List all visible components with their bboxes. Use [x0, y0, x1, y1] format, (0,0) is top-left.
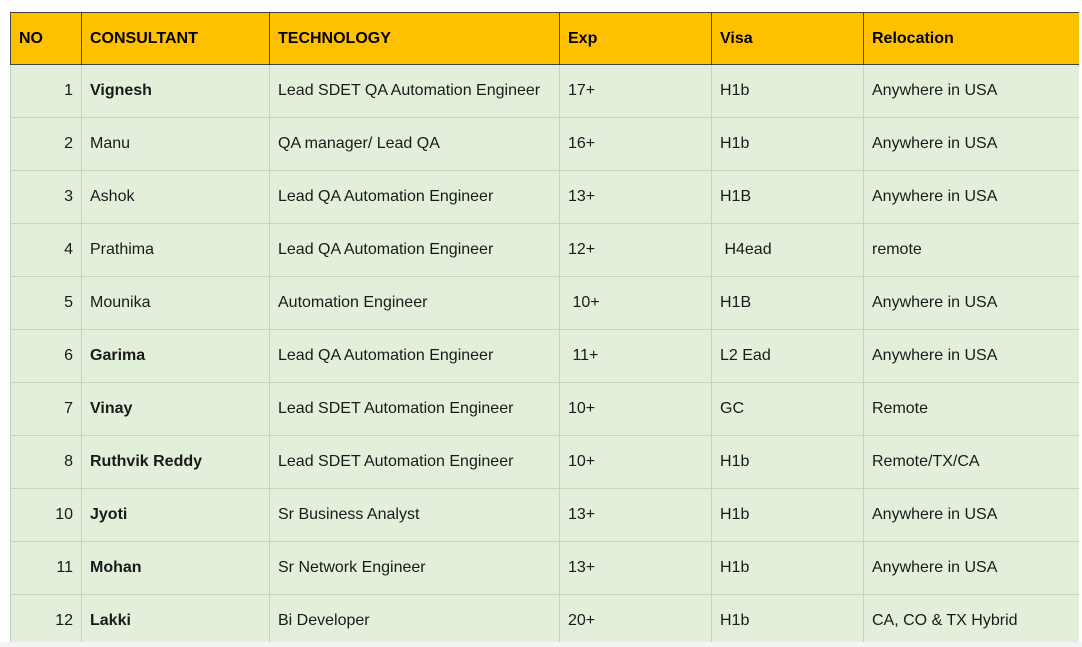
- cell-visa: L2 Ead: [711, 329, 864, 383]
- cell-exp: 20+: [559, 594, 712, 647]
- cell-visa: H1B: [711, 276, 864, 330]
- table-row: 8 Ruthvik Reddy Lead SDET Automation Eng…: [10, 435, 1079, 489]
- cell-consultant: Manu: [81, 117, 270, 171]
- cell-no: 1: [10, 64, 82, 118]
- cell-relocation: Anywhere in USA: [863, 276, 1079, 330]
- column-header-technology: TECHNOLOGY: [269, 12, 560, 65]
- cell-consultant: Prathima: [81, 223, 270, 277]
- cell-exp: 13+: [559, 541, 712, 595]
- cell-relocation: Remote: [863, 382, 1079, 436]
- cell-technology: Sr Network Engineer: [269, 541, 560, 595]
- cell-technology: Automation Engineer: [269, 276, 560, 330]
- cell-relocation: remote: [863, 223, 1079, 277]
- consultant-table: NO CONSULTANT TECHNOLOGY Exp Visa Reloca…: [10, 12, 1079, 647]
- cell-exp: 11+: [559, 329, 712, 383]
- cell-no: 6: [10, 329, 82, 383]
- table-row: 1 Vignesh Lead SDET QA Automation Engine…: [10, 64, 1079, 118]
- cell-technology: Lead QA Automation Engineer: [269, 329, 560, 383]
- cell-technology: Lead QA Automation Engineer: [269, 170, 560, 224]
- cell-no: 11: [10, 541, 82, 595]
- cell-visa: H1b: [711, 435, 864, 489]
- cell-exp: 10+: [559, 276, 712, 330]
- cell-exp: 13+: [559, 170, 712, 224]
- cell-consultant: Ashok: [81, 170, 270, 224]
- cell-visa: H1B: [711, 170, 864, 224]
- cell-exp: 17+: [559, 64, 712, 118]
- cell-no: 5: [10, 276, 82, 330]
- table-row: 2 Manu QA manager/ Lead QA 16+ H1b Anywh…: [10, 117, 1079, 171]
- cell-consultant: Vinay: [81, 382, 270, 436]
- cell-no: 12: [10, 594, 82, 647]
- cell-exp: 13+: [559, 488, 712, 542]
- cell-consultant: Jyoti: [81, 488, 270, 542]
- cell-exp: 12+: [559, 223, 712, 277]
- cell-visa: H1b: [711, 541, 864, 595]
- bottom-scroll-strip: [0, 642, 1082, 647]
- cell-visa: H1b: [711, 594, 864, 647]
- column-header-relocation: Relocation: [863, 12, 1079, 65]
- table-row: 12 Lakki Bi Developer 20+ H1b CA, CO & T…: [10, 594, 1079, 647]
- column-header-exp: Exp: [559, 12, 712, 65]
- table-header-row: NO CONSULTANT TECHNOLOGY Exp Visa Reloca…: [10, 12, 1079, 65]
- cell-no: 7: [10, 382, 82, 436]
- cell-visa: GC: [711, 382, 864, 436]
- column-header-consultant: CONSULTANT: [81, 12, 270, 65]
- cell-technology: Lead SDET Automation Engineer: [269, 435, 560, 489]
- column-header-no: NO: [10, 12, 82, 65]
- cell-technology: Bi Developer: [269, 594, 560, 647]
- cell-technology: Lead QA Automation Engineer: [269, 223, 560, 277]
- cell-relocation: CA, CO & TX Hybrid: [863, 594, 1079, 647]
- cell-consultant: Ruthvik Reddy: [81, 435, 270, 489]
- table-row: 3 Ashok Lead QA Automation Engineer 13+ …: [10, 170, 1079, 224]
- cell-technology: Sr Business Analyst: [269, 488, 560, 542]
- cell-consultant: Garima: [81, 329, 270, 383]
- table-row: 11 Mohan Sr Network Engineer 13+ H1b Any…: [10, 541, 1079, 595]
- cell-technology: QA manager/ Lead QA: [269, 117, 560, 171]
- cell-no: 4: [10, 223, 82, 277]
- cell-visa: H4ead: [711, 223, 864, 277]
- cell-no: 2: [10, 117, 82, 171]
- cell-no: 3: [10, 170, 82, 224]
- cell-exp: 16+: [559, 117, 712, 171]
- cell-relocation: Anywhere in USA: [863, 64, 1079, 118]
- cell-consultant: Mounika: [81, 276, 270, 330]
- column-header-visa: Visa: [711, 12, 864, 65]
- cell-visa: H1b: [711, 64, 864, 118]
- cell-visa: H1b: [711, 488, 864, 542]
- cell-consultant: Lakki: [81, 594, 270, 647]
- cell-relocation: Anywhere in USA: [863, 329, 1079, 383]
- cell-exp: 10+: [559, 435, 712, 489]
- cell-relocation: Anywhere in USA: [863, 541, 1079, 595]
- cell-relocation: Remote/TX/CA: [863, 435, 1079, 489]
- cell-technology: Lead SDET QA Automation Engineer: [269, 64, 560, 118]
- cell-relocation: Anywhere in USA: [863, 170, 1079, 224]
- cell-no: 10: [10, 488, 82, 542]
- cell-relocation: Anywhere in USA: [863, 117, 1079, 171]
- consultant-table-container: NO CONSULTANT TECHNOLOGY Exp Visa Reloca…: [10, 12, 1079, 647]
- cell-visa: H1b: [711, 117, 864, 171]
- cell-exp: 10+: [559, 382, 712, 436]
- table-row: 6 Garima Lead QA Automation Engineer 11+…: [10, 329, 1079, 383]
- cell-technology: Lead SDET Automation Engineer: [269, 382, 560, 436]
- cell-consultant: Vignesh: [81, 64, 270, 118]
- table-row: 10 Jyoti Sr Business Analyst 13+ H1b Any…: [10, 488, 1079, 542]
- cell-consultant: Mohan: [81, 541, 270, 595]
- table-row: 5 Mounika Automation Engineer 10+ H1B An…: [10, 276, 1079, 330]
- table-row: 7 Vinay Lead SDET Automation Engineer 10…: [10, 382, 1079, 436]
- cell-relocation: Anywhere in USA: [863, 488, 1079, 542]
- cell-no: 8: [10, 435, 82, 489]
- table-row: 4 Prathima Lead QA Automation Engineer 1…: [10, 223, 1079, 277]
